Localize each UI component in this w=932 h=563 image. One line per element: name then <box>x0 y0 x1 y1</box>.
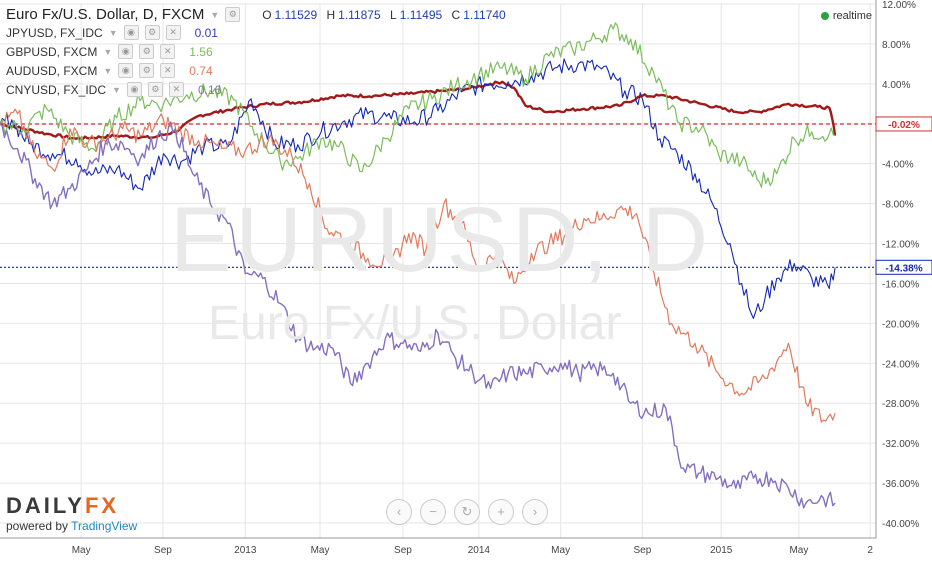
status-dot-icon <box>820 12 829 20</box>
series-line <box>0 108 836 423</box>
eye-icon[interactable]: ◉ <box>126 82 142 97</box>
close-icon[interactable]: ✕ <box>160 63 176 78</box>
low-label: L <box>390 7 397 22</box>
x-tick-label: Sep <box>154 545 172 556</box>
scroll-left-button[interactable]: ‹ <box>386 499 412 525</box>
realtime-label: realtime <box>832 10 872 22</box>
price-labels-group: -0.02% -14.38% <box>875 116 932 275</box>
y-tick-label: -16.00% <box>882 279 919 290</box>
y-tick-label: 4.00% <box>882 80 910 91</box>
chevron-down-icon[interactable]: ▼ <box>108 27 118 38</box>
close-icon[interactable]: ✕ <box>168 82 184 97</box>
legend-main-row: Euro Fx/U.S. Dollar, D, FXCM ▼ ⚙ O 1.1152… <box>6 6 506 23</box>
comparison-name: CNYUSD, FX_IDC <box>6 82 107 97</box>
series-line <box>0 58 836 319</box>
comparison-value: 1.56 <box>189 44 213 59</box>
x-tick-label: May <box>551 545 570 556</box>
y-tick-label: -40.00% <box>882 519 919 530</box>
x-tick-label: 2014 <box>468 545 491 556</box>
y-tick-label: -32.00% <box>882 439 919 450</box>
ohlc-values: O 1.11529 H 1.11875 L 1.11495 C 1.11740 <box>256 8 505 22</box>
legend-row-gbpusd[interactable]: GBPUSD, FXCM ▼ ◉ ⚙ ✕ 1.56 <box>6 42 506 61</box>
y-tick-label: -36.00% <box>882 479 919 490</box>
y-tick-label: -12.00% <box>882 240 919 251</box>
gear-icon[interactable]: ⚙ <box>147 82 163 97</box>
eye-icon[interactable]: ◉ <box>118 63 134 78</box>
scroll-right-button[interactable]: › <box>522 499 548 525</box>
powered-by: powered by TradingView <box>6 519 137 533</box>
y-tick-label: -28.00% <box>882 399 919 410</box>
comparison-name: GBPUSD, FXCM <box>6 44 98 59</box>
y-tick-label: 8.00% <box>882 40 910 51</box>
series-line <box>0 121 836 509</box>
comparison-value: 0.74 <box>189 63 213 78</box>
gear-icon[interactable]: ⚙ <box>144 25 160 40</box>
zoom-in-button[interactable]: + <box>488 499 514 525</box>
x-tick-label: May <box>72 545 91 556</box>
comparison-value: 0.01 <box>194 25 218 40</box>
series-line <box>0 22 836 188</box>
zoom-controls: ‹ − ↻ + › <box>386 499 548 525</box>
symbol-watermark: EURUSD, D <box>170 189 713 291</box>
open-label: O <box>262 7 272 22</box>
price-label-box <box>875 116 932 132</box>
y-tick-label: 12.00% <box>882 0 916 11</box>
symbol-title[interactable]: Euro Fx/U.S. Dollar, D, FXCM <box>6 6 205 23</box>
chart-series-group <box>0 22 837 509</box>
legend-row-audusd[interactable]: AUDUSD, FXCM ▼ ◉ ⚙ ✕ 0.74 <box>6 61 506 80</box>
open-value: 1.11529 <box>274 7 318 22</box>
settings-icon[interactable]: ⚙ <box>225 7 241 22</box>
realtime-status: realtime <box>820 10 872 22</box>
chevron-down-icon[interactable]: ▼ <box>210 9 220 20</box>
close-label: C <box>451 7 461 22</box>
chevron-down-icon[interactable]: ▼ <box>103 65 113 76</box>
y-tick-label: -20.00% <box>882 319 919 330</box>
zoom-out-button[interactable]: − <box>420 499 446 525</box>
y-tick-label: -4.00% <box>882 160 914 171</box>
comparison-value: 0.16 <box>197 82 222 97</box>
tradingview-link[interactable]: TradingView <box>71 519 138 533</box>
x-tick-label: 2015 <box>710 545 733 556</box>
high-label: H <box>326 7 336 22</box>
x-tick-label: Sep <box>394 545 412 556</box>
logo-wordmark: DAILYFX <box>6 493 137 519</box>
chevron-down-icon[interactable]: ▼ <box>112 84 121 95</box>
chart-legend: Euro Fx/U.S. Dollar, D, FXCM ▼ ⚙ O 1.1152… <box>6 6 506 99</box>
description-watermark: Euro Fx/U.S. Dollar <box>208 297 622 350</box>
close-value: 1.11740 <box>463 7 506 22</box>
x-tick-label: 2 <box>867 545 873 556</box>
x-tick-label: May <box>311 545 330 556</box>
legend-row-cnyusd[interactable]: CNYUSD, FX_IDC ▼ ◉ ⚙ ✕ 0.16 <box>6 80 506 99</box>
y-tick-label: -8.00% <box>882 200 914 211</box>
price-label-text: -14.38% <box>885 263 922 274</box>
eye-icon[interactable]: ◉ <box>118 44 134 59</box>
high-value: 1.11875 <box>338 7 381 22</box>
powered-prefix: powered by <box>6 519 72 533</box>
logo-left: DAILY <box>6 493 85 518</box>
series-line <box>0 80 837 141</box>
legend-row-jpyusd[interactable]: JPYUSD, FX_IDC ▼ ◉ ⚙ ✕ 0.01 <box>6 23 506 42</box>
y-tick-label: -24.00% <box>882 359 919 370</box>
comparison-name: JPYUSD, FX_IDC <box>6 25 103 40</box>
close-icon[interactable]: ✕ <box>160 44 176 59</box>
price-label-text: -0.02% <box>888 120 920 131</box>
dailyfx-logo[interactable]: DAILYFX powered by TradingView <box>6 493 137 533</box>
logo-right: FX <box>84 493 120 518</box>
gear-icon[interactable]: ⚙ <box>139 63 155 78</box>
x-tick-label: Sep <box>634 545 652 556</box>
gear-icon[interactable]: ⚙ <box>139 44 155 59</box>
low-value: 1.11495 <box>399 7 443 22</box>
x-tick-label: May <box>789 545 808 556</box>
reset-button[interactable]: ↻ <box>454 499 480 525</box>
chart-axes: 12.00%8.00%4.00%0.00%-4.00%-8.00%-12.00%… <box>0 0 919 556</box>
close-icon[interactable]: ✕ <box>165 25 181 40</box>
price-label-box <box>875 259 932 275</box>
chevron-down-icon[interactable]: ▼ <box>103 46 113 57</box>
eye-icon[interactable]: ◉ <box>123 25 139 40</box>
x-tick-label: 2013 <box>234 545 257 556</box>
comparison-name: AUDUSD, FXCM <box>6 63 98 78</box>
